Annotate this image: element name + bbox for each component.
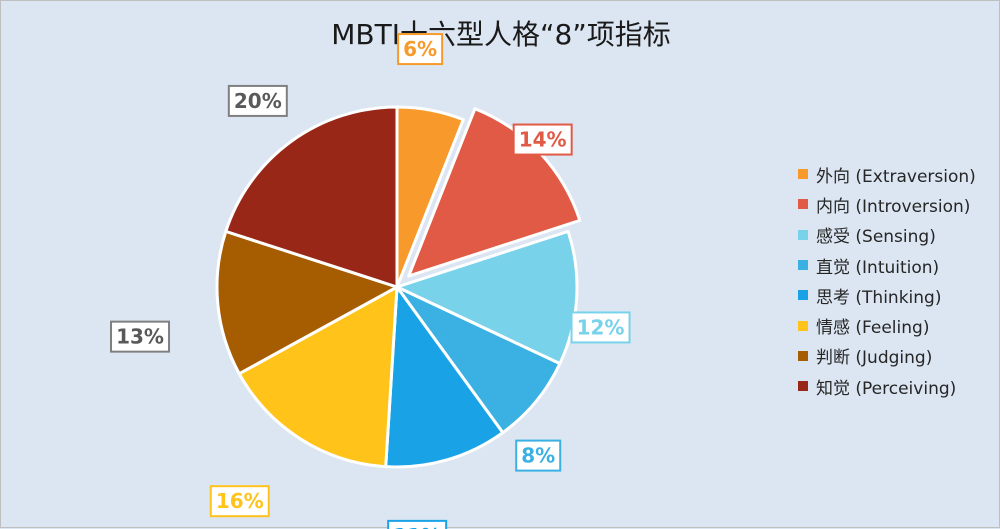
data-label-box	[570, 311, 631, 344]
legend-label: 知觉 (Perceiving)	[816, 378, 957, 399]
data-label-box	[227, 84, 288, 117]
data-label-box	[512, 123, 573, 156]
legend-swatch	[798, 229, 808, 240]
legend-item: 内向 (Introversion)	[798, 189, 998, 219]
legend-label: 感受 (Sensing)	[816, 227, 936, 248]
legend-label: 直觉 (Intuition)	[816, 257, 940, 278]
data-label-text: 6%	[403, 37, 437, 61]
legend-item: 感受 (Sensing)	[798, 220, 998, 250]
chart-title: MBTI十六型人格“8”项指标	[331, 18, 671, 51]
data-label-text: 14%	[519, 128, 567, 152]
legend-swatch	[798, 290, 808, 301]
pie-slices	[215, 105, 582, 469]
legend-swatch	[798, 381, 808, 392]
legend-item: 情感 (Feeling)	[798, 310, 998, 340]
data-label-text: 13%	[116, 325, 164, 349]
pie-slice	[224, 105, 399, 289]
legend-label: 判断 (Judging)	[816, 348, 933, 369]
data-label-box	[397, 33, 444, 66]
data-label: 14%	[512, 123, 573, 156]
legend-swatch	[798, 350, 808, 361]
legend-item: 外向 (Extraversion)	[798, 159, 998, 189]
data-label-text: 12%	[577, 315, 625, 339]
data-label-text: 20%	[234, 89, 282, 113]
legend-item: 思考 (Thinking)	[798, 280, 998, 310]
legend: 外向 (Extraversion) 内向 (Introversion) 感受 (Se…	[798, 159, 998, 401]
data-label: 13%	[110, 320, 171, 353]
data-label: 6%	[397, 33, 444, 66]
pie-slice	[384, 285, 505, 469]
data-label: 16%	[209, 485, 270, 518]
data-labels: 6% 14% 12% 8% 11% 16% 13% 20%	[110, 33, 631, 529]
data-label: 8%	[515, 439, 562, 472]
legend-item: 直觉 (Intuition)	[798, 250, 998, 280]
pie-slice	[395, 229, 579, 366]
legend-swatch	[798, 260, 808, 271]
legend-label: 外向 (Extraversion)	[816, 166, 976, 187]
legend-swatch	[798, 320, 808, 331]
pie-slice	[237, 285, 399, 469]
legend-item: 判断 (Judging)	[798, 341, 998, 371]
data-label: 12%	[570, 311, 631, 344]
legend-label: 内向 (Introversion)	[816, 196, 971, 217]
data-label-text: 11%	[393, 524, 441, 529]
data-label-text: 16%	[216, 489, 264, 513]
data-label-box	[209, 485, 270, 518]
legend-item: 知觉 (Perceiving)	[798, 371, 998, 401]
legend-swatch	[798, 199, 808, 210]
data-label-box	[515, 439, 562, 472]
legend-swatch	[798, 169, 808, 180]
legend-label: 思考 (Thinking)	[816, 287, 942, 308]
pie-slice	[395, 285, 562, 435]
data-label: 20%	[227, 84, 288, 117]
legend-label: 情感 (Feeling)	[816, 318, 930, 339]
data-label: 11%	[387, 519, 448, 529]
pie-slice	[215, 229, 399, 376]
data-label-box	[387, 519, 448, 529]
data-label-box	[110, 320, 171, 353]
data-label-text: 8%	[521, 444, 555, 468]
